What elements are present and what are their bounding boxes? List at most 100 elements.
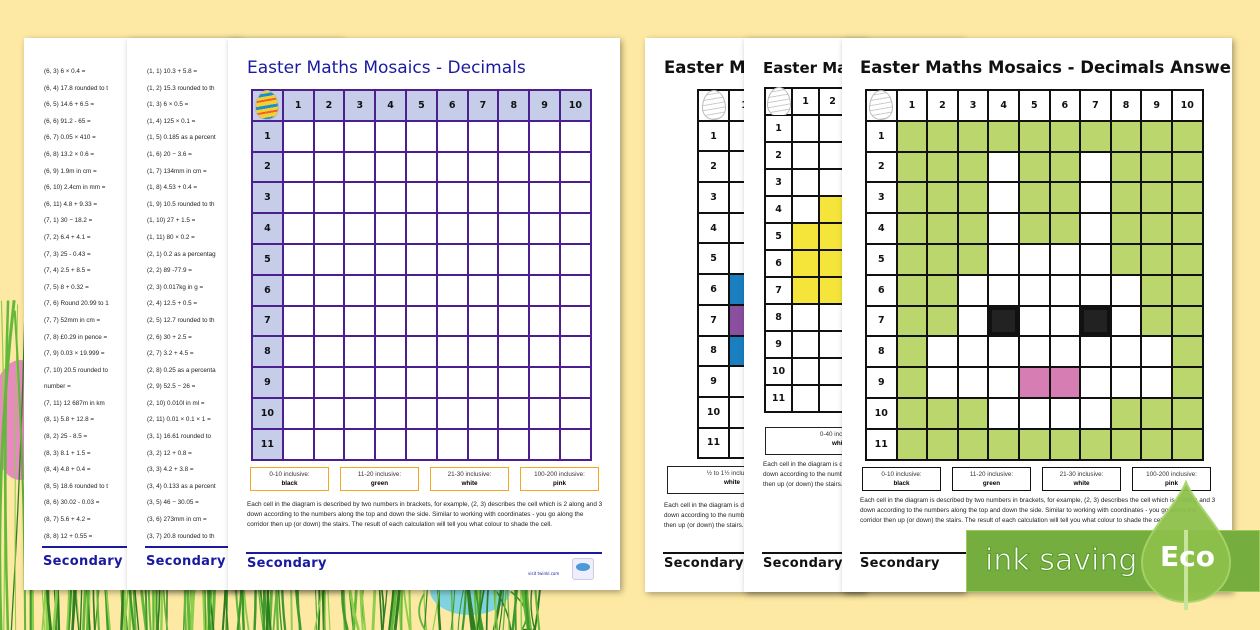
grid-cell[interactable] — [529, 305, 560, 337]
grid-cell[interactable] — [467, 336, 499, 368]
grid-cell[interactable] — [819, 304, 846, 331]
grid-cell[interactable] — [1171, 182, 1203, 214]
grid-cell[interactable] — [1049, 428, 1081, 460]
grid-cell[interactable] — [344, 336, 376, 368]
grid-cell[interactable] — [957, 213, 989, 244]
grid-cell[interactable] — [792, 385, 819, 412]
grid-cell[interactable] — [927, 428, 958, 460]
grid-cell[interactable] — [313, 397, 345, 429]
grid-cell[interactable] — [927, 151, 958, 183]
grid-cell[interactable] — [792, 223, 819, 250]
grid-cell[interactable] — [1018, 367, 1050, 398]
grid-cell[interactable] — [436, 243, 468, 275]
grid-cell[interactable] — [988, 397, 1019, 429]
grid-cell[interactable] — [957, 336, 989, 368]
grid-cell[interactable] — [1141, 274, 1172, 306]
grid-cell[interactable] — [313, 243, 345, 275]
grid-cell[interactable] — [529, 336, 560, 368]
grid-cell[interactable] — [792, 115, 819, 142]
grid-cell[interactable] — [1049, 305, 1081, 337]
grid-cell[interactable] — [957, 182, 989, 214]
grid-cell[interactable] — [436, 274, 468, 306]
grid-cell[interactable] — [1080, 397, 1111, 429]
grid-cell[interactable] — [282, 397, 314, 429]
grid-cell[interactable] — [927, 336, 958, 368]
grid-cell[interactable] — [559, 428, 591, 460]
grid-cell[interactable] — [375, 397, 406, 429]
grid-cell[interactable] — [1110, 336, 1142, 368]
grid-cell[interactable] — [344, 182, 376, 214]
grid-cell[interactable] — [282, 274, 314, 306]
grid-cell[interactable] — [1018, 305, 1050, 337]
grid-cell[interactable] — [559, 243, 591, 275]
grid-cell[interactable] — [957, 305, 989, 337]
grid-cell[interactable] — [467, 120, 499, 152]
grid-cell[interactable] — [1141, 243, 1172, 275]
grid-cell[interactable] — [988, 367, 1019, 398]
grid-cell[interactable] — [375, 274, 406, 306]
grid-cell[interactable] — [405, 305, 437, 337]
grid-cell[interactable] — [436, 397, 468, 429]
grid-cell[interactable] — [559, 120, 591, 152]
grid-cell[interactable] — [405, 428, 437, 460]
grid-cell[interactable] — [957, 151, 989, 183]
grid-cell[interactable] — [957, 120, 989, 152]
grid-cell[interactable] — [988, 305, 1019, 337]
grid-cell[interactable] — [467, 151, 499, 183]
grid-cell[interactable] — [1141, 182, 1172, 214]
grid-cell[interactable] — [282, 243, 314, 275]
grid-cell[interactable] — [529, 243, 560, 275]
grid-cell[interactable] — [927, 397, 958, 429]
grid-cell[interactable] — [988, 151, 1019, 183]
grid-cell[interactable] — [282, 428, 314, 460]
grid-cell[interactable] — [896, 213, 928, 244]
grid-cell[interactable] — [1110, 397, 1142, 429]
grid-cell[interactable] — [375, 336, 406, 368]
grid-cell[interactable] — [559, 305, 591, 337]
site-link[interactable]: visit twinkl.com — [528, 571, 560, 576]
grid-cell[interactable] — [467, 182, 499, 214]
grid-cell[interactable] — [1018, 397, 1050, 429]
grid-cell[interactable] — [375, 120, 406, 152]
grid-cell[interactable] — [1141, 367, 1172, 398]
grid-cell[interactable] — [819, 331, 846, 358]
grid-cell[interactable] — [498, 274, 530, 306]
grid-cell[interactable] — [957, 367, 989, 398]
grid-cell[interactable] — [529, 213, 560, 244]
grid-cell[interactable] — [436, 120, 468, 152]
grid-cell[interactable] — [1171, 151, 1203, 183]
grid-cell[interactable] — [313, 336, 345, 368]
grid-cell[interactable] — [498, 397, 530, 429]
grid-cell[interactable] — [498, 305, 530, 337]
grid-cell[interactable] — [1018, 151, 1050, 183]
grid-cell[interactable] — [1110, 274, 1142, 306]
grid-cell[interactable] — [896, 305, 928, 337]
grid-cell[interactable] — [375, 367, 406, 398]
grid-cell[interactable] — [1049, 243, 1081, 275]
grid-cell[interactable] — [344, 305, 376, 337]
grid-cell[interactable] — [1141, 397, 1172, 429]
grid-cell[interactable] — [498, 367, 530, 398]
grid-cell[interactable] — [282, 213, 314, 244]
grid-cell[interactable] — [819, 169, 846, 196]
grid-cell[interactable] — [498, 151, 530, 183]
grid-cell[interactable] — [792, 358, 819, 385]
grid-cell[interactable] — [1141, 120, 1172, 152]
grid-cell[interactable] — [498, 213, 530, 244]
grid-cell[interactable] — [529, 428, 560, 460]
grid-cell[interactable] — [1171, 336, 1203, 368]
grid-cell[interactable] — [405, 274, 437, 306]
grid-cell[interactable] — [282, 120, 314, 152]
grid-cell[interactable] — [792, 196, 819, 223]
grid-cell[interactable] — [436, 336, 468, 368]
grid-cell[interactable] — [467, 213, 499, 244]
grid-cell[interactable] — [405, 397, 437, 429]
grid-cell[interactable] — [792, 331, 819, 358]
grid-cell[interactable] — [792, 304, 819, 331]
grid-cell[interactable] — [1110, 428, 1142, 460]
grid-cell[interactable] — [1171, 120, 1203, 152]
grid-cell[interactable] — [1171, 274, 1203, 306]
grid-cell[interactable] — [1080, 182, 1111, 214]
grid-cell[interactable] — [436, 213, 468, 244]
grid-cell[interactable] — [1049, 213, 1081, 244]
